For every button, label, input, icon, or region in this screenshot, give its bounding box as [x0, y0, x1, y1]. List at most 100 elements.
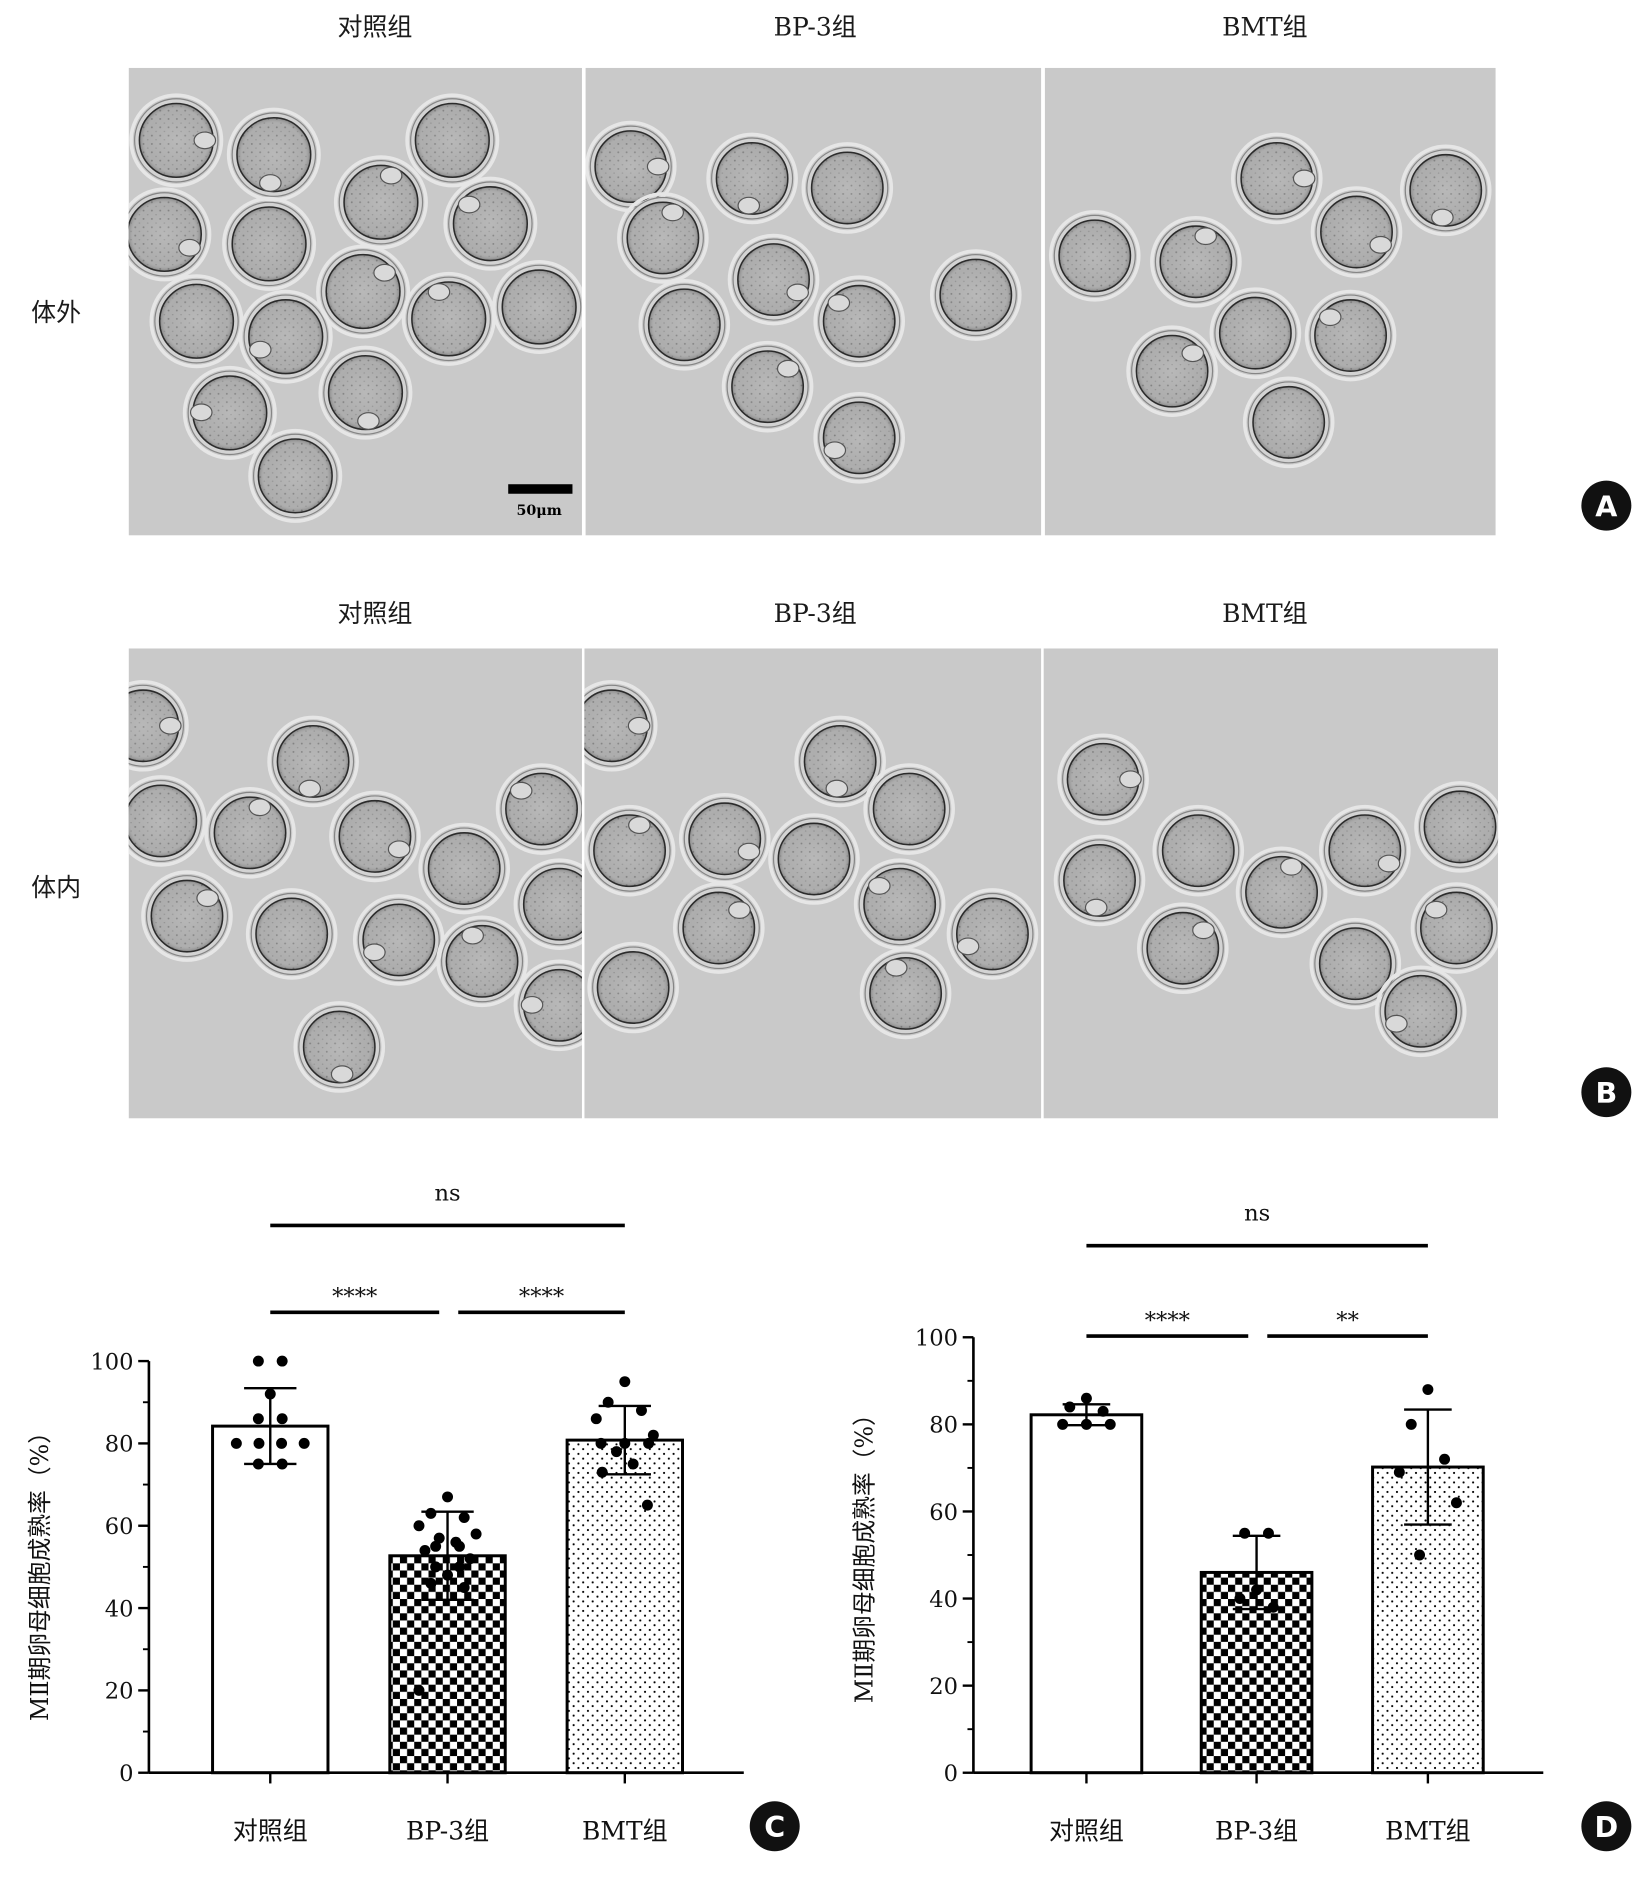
- oocyte: [1152, 804, 1245, 897]
- oocyte: [436, 915, 528, 1008]
- polar-body: [189, 403, 213, 422]
- oocyte: [584, 804, 676, 897]
- bar-chart-c: MⅡ期卵母细胞成熟率（%） 0 20 40 60 80 100 对照组 BP-3组 BMT组 ***…: [26, 1180, 744, 1845]
- data-point: [647, 1429, 659, 1441]
- data-point: [413, 1684, 425, 1696]
- polar-body: [737, 196, 761, 215]
- data-point: [453, 1540, 465, 1552]
- oocyte: [401, 271, 496, 366]
- data-point: [276, 1355, 288, 1367]
- significance-bracket: ns: [270, 1180, 625, 1228]
- data-point: [643, 1437, 655, 1449]
- polar-body: [1431, 208, 1454, 227]
- data-point: [1239, 1527, 1251, 1539]
- polar-body: [1280, 857, 1303, 876]
- polar-body: [1194, 227, 1218, 246]
- oocyte: [128, 775, 207, 867]
- oocyte: [238, 289, 333, 384]
- column-header-bp3: BP-3组: [774, 13, 857, 42]
- data-point: [1234, 1593, 1246, 1605]
- significance-label: ns: [434, 1180, 460, 1206]
- bar-3: [565, 1438, 685, 1775]
- data-point: [253, 1437, 265, 1449]
- oocyte: [293, 1001, 386, 1093]
- data-point: [430, 1561, 442, 1573]
- data-point: [641, 1499, 653, 1511]
- badge-letter: C: [764, 1810, 785, 1844]
- polar-body: [628, 816, 651, 835]
- polar-body: [520, 995, 544, 1014]
- oocyte: [267, 715, 359, 808]
- oocyte: [248, 428, 343, 523]
- data-point: [252, 1458, 264, 1470]
- scale-bar-line: [508, 484, 573, 494]
- polar-body: [627, 716, 651, 735]
- data-point: [1251, 1584, 1263, 1596]
- polar-body: [1119, 770, 1142, 789]
- data-point: [470, 1528, 482, 1540]
- oocyte: [182, 365, 277, 460]
- oocyte: [1230, 132, 1323, 225]
- oocyte: [721, 340, 814, 433]
- data-point: [252, 1413, 264, 1425]
- panel-a-in-vitro: 对照组 BP-3组 BMT组 体外 50μm A: [31, 13, 1632, 536]
- polar-body: [427, 283, 451, 301]
- error-bar: [244, 1387, 297, 1466]
- significance-label: ****: [1145, 1308, 1190, 1334]
- oocyte: [727, 233, 820, 326]
- data-point: [1057, 1418, 1069, 1430]
- oocyte: [584, 679, 658, 772]
- data-point: [635, 1405, 647, 1416]
- column-header-control: 对照组: [338, 599, 413, 628]
- oocyte: [1310, 186, 1403, 278]
- oocyte: [929, 249, 1022, 341]
- panel-badge-b: B: [1581, 1067, 1632, 1118]
- oocyte: [405, 93, 500, 188]
- polar-body: [823, 441, 847, 460]
- oocyte: [129, 93, 224, 188]
- oocyte: [587, 941, 679, 1034]
- data-point: [1080, 1418, 1092, 1430]
- y-tick-label: 0: [119, 1761, 133, 1787]
- oocyte: [1309, 917, 1402, 1010]
- polar-body: [728, 901, 751, 919]
- y-axis-title: MⅡ期卵母细胞成熟率（%）: [26, 1420, 54, 1721]
- polar-body: [825, 779, 849, 798]
- micrograph-in-vivo-control: [128, 648, 582, 1119]
- data-point: [419, 1544, 431, 1556]
- data-point: [425, 1577, 437, 1589]
- oocyte: [318, 345, 413, 440]
- polar-body: [193, 131, 217, 150]
- oocyte: [678, 792, 771, 885]
- polar-body: [509, 781, 533, 800]
- polar-body: [373, 263, 396, 282]
- oocyte: [333, 155, 428, 250]
- data-point: [596, 1466, 608, 1478]
- y-tick-label: 40: [105, 1596, 134, 1622]
- polar-body: [868, 876, 891, 895]
- data-point: [413, 1520, 425, 1532]
- polar-body: [363, 943, 386, 962]
- oocyte: [316, 244, 411, 339]
- column-header-bp3: BP-3组: [774, 599, 857, 628]
- micrograph-in-vivo-bp3: [584, 648, 1042, 1119]
- polar-body: [1385, 1014, 1408, 1033]
- polar-body: [1292, 169, 1316, 188]
- significance-label: ns: [1244, 1201, 1270, 1227]
- column-header-control: 对照组: [338, 13, 413, 42]
- data-point: [590, 1413, 602, 1425]
- data-point: [458, 1512, 470, 1523]
- error-bar: [1404, 1408, 1452, 1526]
- oocyte: [1414, 781, 1499, 873]
- oocyte: [1304, 289, 1397, 382]
- polar-body: [1377, 854, 1401, 873]
- oocyte: [418, 822, 510, 915]
- polar-body: [737, 842, 761, 861]
- oocyte: [1209, 287, 1302, 379]
- y-tick-label: 100: [90, 1349, 133, 1375]
- y-tick-label: 60: [105, 1514, 134, 1540]
- polar-body: [259, 174, 282, 192]
- significance-label: ****: [519, 1284, 564, 1310]
- oocyte: [1242, 376, 1335, 469]
